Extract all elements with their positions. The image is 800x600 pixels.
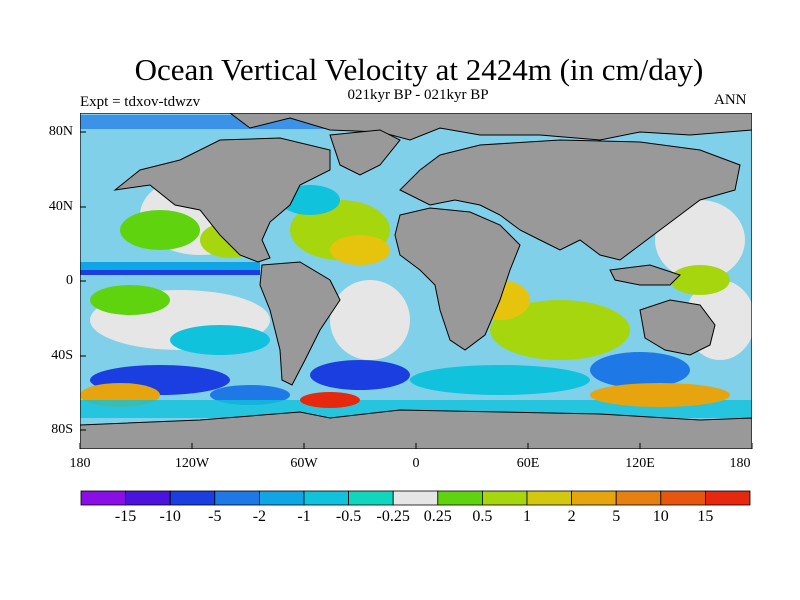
colorbar-box <box>258 490 305 506</box>
indonesia <box>609 264 681 286</box>
colorbar-box <box>481 490 528 506</box>
lat-tick-label: 40S <box>51 348 73 363</box>
map-ticks <box>79 131 753 449</box>
colorbar-box <box>660 490 706 506</box>
colorbar-box <box>80 490 126 506</box>
colorbar-label: -1 <box>297 508 311 525</box>
lon-tick-label: 180 <box>729 456 751 471</box>
lon-tick-label: 60E <box>516 456 540 471</box>
antarctica <box>80 409 752 449</box>
colorbar-label: -15 <box>114 508 137 525</box>
colorbar-box <box>303 490 349 506</box>
lat-tick-label: 40N <box>48 199 73 214</box>
colorbar-box <box>169 490 216 506</box>
north-america <box>113 137 331 263</box>
experiment-label: Expt = tdxov-tdwzv <box>80 94 201 110</box>
lon-tick-label: 120E <box>625 456 655 471</box>
colorbar-label: 5 <box>612 508 621 525</box>
season-label: ANN <box>714 92 747 108</box>
colorbar-label: -5 <box>208 508 222 525</box>
colorbar-label: -0.25 <box>376 508 410 525</box>
colorbar-label: 0.5 <box>472 508 493 525</box>
land-masses <box>80 113 752 449</box>
colorbar-label: 1 <box>523 508 531 525</box>
lat-tick-label: 80N <box>48 124 73 139</box>
africa <box>394 207 521 351</box>
colorbar-label: 0.25 <box>423 508 452 525</box>
colorbar-box <box>392 490 439 506</box>
greenland <box>329 129 401 176</box>
colorbar <box>80 490 751 506</box>
lon-tick-label: 180 <box>69 456 91 471</box>
colorbar-label: 15 <box>697 508 714 525</box>
map-panel <box>80 113 752 449</box>
colorbar-box <box>615 490 662 506</box>
colorbar-box <box>571 490 617 506</box>
colorbar-label: 10 <box>652 508 669 525</box>
lat-tick-label: 80S <box>51 422 73 437</box>
australia <box>639 299 716 356</box>
colorbar-label: -10 <box>159 508 181 525</box>
lon-tick-label: 0 <box>412 456 420 471</box>
colorbar-box <box>348 490 394 506</box>
colorbar-box <box>125 490 171 506</box>
map-subtitle: 021kyr BP - 021kyr BP <box>347 87 489 103</box>
lat-tick-label: 0 <box>66 273 73 288</box>
colorbar-box <box>526 490 572 506</box>
colorbar-label: -0.5 <box>335 508 362 525</box>
lon-tick-label: 120W <box>174 456 210 471</box>
colorbar-label: 2 <box>567 508 576 525</box>
south-america <box>259 261 341 386</box>
colorbar-box <box>705 490 751 506</box>
colorbar-box <box>214 490 260 506</box>
colorbar-label: -2 <box>252 508 267 525</box>
colorbar-box <box>437 490 483 506</box>
eurasia <box>399 139 741 261</box>
map-title: Ocean Vertical Velocity at 2424m (in cm/… <box>134 52 704 87</box>
arctic-land <box>229 113 752 141</box>
lon-tick-label: 60W <box>290 456 318 471</box>
